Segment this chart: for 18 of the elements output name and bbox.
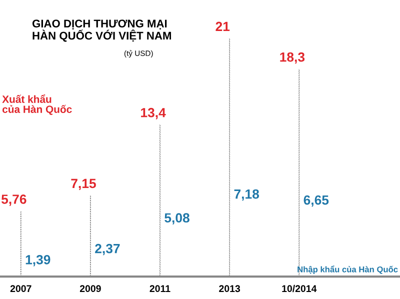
data-label: 13,4 bbox=[141, 108, 166, 120]
data-label: 7,15 bbox=[71, 178, 96, 190]
annotation: 5,08 bbox=[164, 213, 190, 224]
text: Xuất khẩu của Hàn Quốc bbox=[2, 94, 72, 115]
x-tick-label: 2009 bbox=[80, 285, 101, 292]
annotation: 2,37 bbox=[95, 244, 120, 256]
x-tick-label: 2013 bbox=[219, 285, 240, 292]
data-label: 5,76 bbox=[1, 194, 26, 206]
x-tick-label: 10/2014 bbox=[282, 284, 317, 292]
annotation: 6,65 bbox=[304, 195, 329, 207]
annotation: 7,18 bbox=[234, 189, 260, 201]
x-tick-label: 2011 bbox=[150, 285, 170, 292]
x-tick-label: 2007 bbox=[10, 285, 32, 292]
data-label: 21 bbox=[216, 22, 230, 31]
annotation: 1,39 bbox=[26, 255, 50, 266]
chart-title: GIAO DỊCH THƯƠNG MẠI HÀN QUỐC VỚI VIỆT NAM bbox=[32, 20, 171, 42]
annotation: Nhập khẩu của Hàn Quốc bbox=[298, 266, 398, 274]
data-label: 18,3 bbox=[280, 52, 305, 64]
